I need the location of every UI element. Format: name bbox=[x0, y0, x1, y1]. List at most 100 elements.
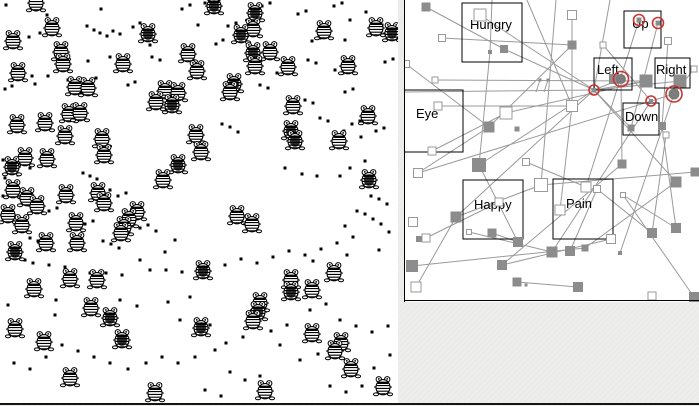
frog-sprite[interactable] bbox=[185, 123, 207, 145]
net-node-filled[interactable] bbox=[538, 78, 542, 82]
frog-sprite[interactable] bbox=[6, 113, 28, 135]
frog-sprite[interactable] bbox=[324, 340, 346, 361]
net-node-hollow[interactable] bbox=[438, 34, 446, 42]
frog-sprite[interactable] bbox=[365, 17, 387, 38]
frog-sprite[interactable] bbox=[219, 80, 241, 102]
frog-sprite[interactable] bbox=[23, 278, 45, 299]
net-node-filled[interactable] bbox=[450, 211, 462, 223]
net-node-hollow[interactable] bbox=[690, 65, 698, 73]
frog-sprite[interactable] bbox=[340, 358, 362, 379]
net-node-hollow[interactable] bbox=[580, 181, 592, 193]
frog-sprite[interactable] bbox=[190, 141, 212, 162]
frog-sprite[interactable] bbox=[241, 213, 263, 234]
net-node-hollow[interactable] bbox=[554, 204, 566, 216]
net-node-filled[interactable] bbox=[500, 45, 508, 53]
frog-sprite[interactable] bbox=[244, 54, 266, 76]
net-node-hollow[interactable] bbox=[606, 234, 616, 244]
net-node-hollow[interactable] bbox=[494, 197, 504, 207]
net-node-filled[interactable] bbox=[670, 176, 682, 188]
net-node-filled[interactable] bbox=[406, 260, 418, 272]
frog-sprite[interactable] bbox=[69, 101, 91, 123]
frog-sprite[interactable] bbox=[86, 269, 108, 290]
net-node-filled[interactable] bbox=[689, 292, 699, 302]
net-node-filled[interactable] bbox=[639, 74, 653, 88]
net-node-hollow[interactable] bbox=[534, 178, 548, 192]
net-node-filled[interactable] bbox=[513, 237, 523, 247]
frog-sprite[interactable] bbox=[301, 323, 323, 344]
frog-sprite[interactable] bbox=[93, 144, 115, 165]
frog-sprite[interactable] bbox=[112, 52, 134, 74]
net-node-filled[interactable] bbox=[636, 17, 642, 23]
frog-sprite[interactable] bbox=[7, 61, 29, 83]
frog-sprite[interactable] bbox=[226, 205, 248, 226]
net-node-filled[interactable] bbox=[416, 236, 422, 242]
frog-sprite[interactable] bbox=[33, 331, 55, 352]
net-node-filled[interactable] bbox=[472, 158, 486, 172]
net-node-filled[interactable] bbox=[546, 78, 550, 82]
net-node-filled[interactable] bbox=[487, 228, 497, 238]
net-node-hollow[interactable] bbox=[433, 101, 443, 111]
frog-sprite[interactable] bbox=[313, 20, 335, 41]
net-node-hollow[interactable] bbox=[593, 185, 601, 193]
frog-sprite[interactable] bbox=[372, 376, 394, 397]
frog-sprite[interactable] bbox=[26, 195, 48, 216]
frog-sprite[interactable] bbox=[110, 222, 132, 243]
net-node-filled[interactable] bbox=[690, 167, 699, 177]
net-node-hollow[interactable] bbox=[427, 146, 437, 156]
frog-sprite[interactable] bbox=[4, 318, 26, 339]
net-node-filled[interactable] bbox=[421, 2, 431, 12]
frog-sprite[interactable] bbox=[145, 90, 167, 112]
net-node-hollow[interactable] bbox=[522, 158, 530, 166]
net-node-filled[interactable] bbox=[567, 40, 577, 50]
net-node-hollow[interactable] bbox=[620, 192, 626, 198]
frog-sprite[interactable] bbox=[25, 0, 47, 13]
net-node-filled[interactable] bbox=[592, 88, 596, 92]
frog-sprite[interactable] bbox=[301, 279, 323, 300]
frog-sprite[interactable] bbox=[11, 214, 33, 235]
frog-sprite[interactable] bbox=[52, 52, 74, 74]
frog-sprite[interactable] bbox=[2, 30, 24, 51]
frog-sprite[interactable] bbox=[55, 184, 77, 205]
frog-sprite[interactable] bbox=[0, 204, 19, 225]
frog-sprite[interactable] bbox=[152, 169, 174, 190]
net-node-hollow[interactable] bbox=[408, 217, 418, 227]
net-node-filled[interactable] bbox=[546, 246, 558, 258]
frog-sprite[interactable] bbox=[59, 268, 81, 289]
net-node-hollow[interactable] bbox=[413, 168, 423, 178]
frog-sprite[interactable] bbox=[93, 192, 115, 213]
net-node-filled[interactable] bbox=[658, 122, 666, 130]
frog-sprite[interactable] bbox=[66, 232, 88, 253]
frog-sprite[interactable] bbox=[54, 124, 76, 146]
net-node-hollow[interactable] bbox=[473, 8, 487, 22]
net-node-hollow[interactable] bbox=[499, 106, 513, 120]
net-node-hollow[interactable] bbox=[664, 37, 672, 45]
net-node-filled[interactable] bbox=[573, 282, 583, 292]
net-node-filled[interactable] bbox=[497, 260, 507, 270]
frog-sprite[interactable] bbox=[259, 40, 281, 62]
brain-network-panel[interactable]: Hungry Up Left Right Eye Down Happy Pain bbox=[404, 0, 699, 302]
net-node-disc[interactable] bbox=[616, 74, 626, 84]
frog-sprite[interactable] bbox=[80, 297, 102, 318]
net-node-hollow[interactable] bbox=[662, 131, 670, 139]
frog-sprite[interactable] bbox=[328, 130, 350, 151]
frog-sprite[interactable] bbox=[242, 310, 264, 331]
frog-sprite[interactable] bbox=[357, 104, 379, 126]
habitat-panel[interactable] bbox=[0, 0, 398, 403]
net-node-filled[interactable] bbox=[514, 126, 520, 132]
net-node-filled[interactable] bbox=[581, 244, 589, 252]
frog-sprite[interactable] bbox=[177, 42, 199, 64]
net-node-hollow[interactable] bbox=[431, 76, 439, 84]
frog-sprite[interactable] bbox=[65, 212, 87, 233]
net-node-hollow[interactable] bbox=[647, 291, 657, 301]
net-node-filled[interactable] bbox=[649, 99, 653, 103]
net-node-hollow[interactable] bbox=[421, 233, 431, 243]
net-node-hollow[interactable] bbox=[599, 41, 607, 49]
frog-sprite[interactable] bbox=[337, 54, 359, 76]
net-node-filled[interactable] bbox=[627, 124, 635, 132]
frog-sprite[interactable] bbox=[77, 76, 99, 98]
net-node-filled[interactable] bbox=[673, 74, 687, 88]
net-node-disc[interactable] bbox=[668, 88, 680, 100]
net-node-hollow[interactable] bbox=[466, 229, 472, 235]
net-node-hollow[interactable] bbox=[410, 281, 422, 293]
frog-sprite[interactable] bbox=[2, 179, 24, 200]
